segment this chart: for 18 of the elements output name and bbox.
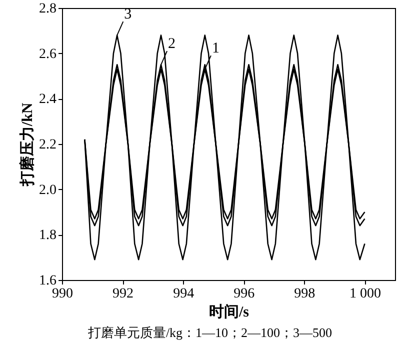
x-tick-label: 996 xyxy=(234,286,255,302)
y-tick-label: 2.8 xyxy=(39,2,56,16)
x-axis-title: 时间/s xyxy=(208,304,250,320)
y-tick-label: 1.6 xyxy=(39,274,56,288)
text: 打磨单元质量/kg：1—10；2—100；3—500 xyxy=(86,324,334,342)
y-tick-label: 1.8 xyxy=(39,228,56,244)
x-tick-label: 992 xyxy=(112,286,134,302)
annotation: 2 xyxy=(168,36,176,52)
x-tick-label: 994 xyxy=(173,286,194,302)
y-tick-label: 2.0 xyxy=(39,182,56,198)
x-tick-label: 990 xyxy=(52,286,73,302)
y-tick-label: 2.2 xyxy=(39,138,56,152)
y-tick-label: 2.4 xyxy=(39,92,56,108)
x-tick-label: 998 xyxy=(294,286,316,302)
y-tick-label: 2.6 xyxy=(39,46,56,62)
x-tick-label: 1 000 xyxy=(349,286,381,302)
annotation: 1 xyxy=(212,40,220,57)
y-axis-title: 打磨压力/kN xyxy=(18,102,36,188)
